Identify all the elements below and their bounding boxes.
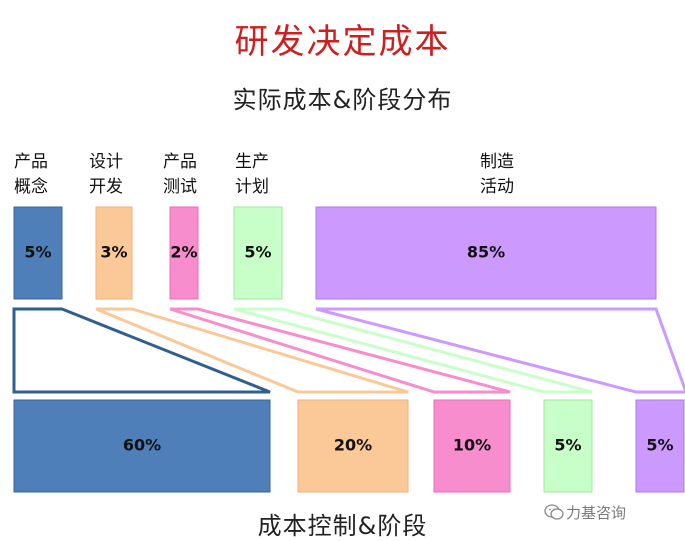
control-box-testing [433,399,511,493]
control-value-testing: 10% [453,436,491,455]
stage-label-production-plan: 生产 计划 [235,152,269,197]
stage-label-design: 设计 开发 [89,152,123,197]
control-box-design [297,399,409,493]
actual-cost-heading: 实际成本&阶段分布 [232,86,453,114]
control-box-production-plan [543,399,593,493]
funnel-band-testing [169,307,511,394]
actual-value-manufacturing: 85% [467,243,505,262]
funnel-band-design [95,307,409,394]
wechat-icon [544,504,564,520]
control-value-concept: 60% [123,436,161,455]
stage-label-manufacturing: 制造 活动 [480,152,514,197]
control-value-design: 20% [334,436,372,455]
cost-control-heading: 成本控制&阶段 [257,512,428,540]
funnel-outline-concept [12,307,271,394]
control-box-concept [13,399,271,493]
actual-box-testing [169,206,199,300]
actual-value-concept: 5% [24,243,51,262]
control-value-manufacturing: 5% [646,436,673,455]
stage-label-testing: 产品 测试 [163,152,197,197]
control-value-production-plan: 5% [554,436,581,455]
stage-label-concept: 产品 概念 [14,152,48,197]
actual-box-concept [13,206,63,300]
actual-value-production-plan: 5% [244,243,271,262]
funnel-band-production-plan [233,307,593,394]
watermark-text: 力基咨询 [566,504,627,522]
actual-box-design [95,206,133,300]
actual-box-manufacturing [315,206,657,300]
actual-value-testing: 2% [170,243,197,262]
actual-box-production-plan [233,206,283,300]
control-box-manufacturing [635,399,685,493]
funnel-band-manufacturing [315,307,685,394]
actual-value-design: 3% [100,243,127,262]
diagram-title: 研发决定成本 [234,22,451,62]
